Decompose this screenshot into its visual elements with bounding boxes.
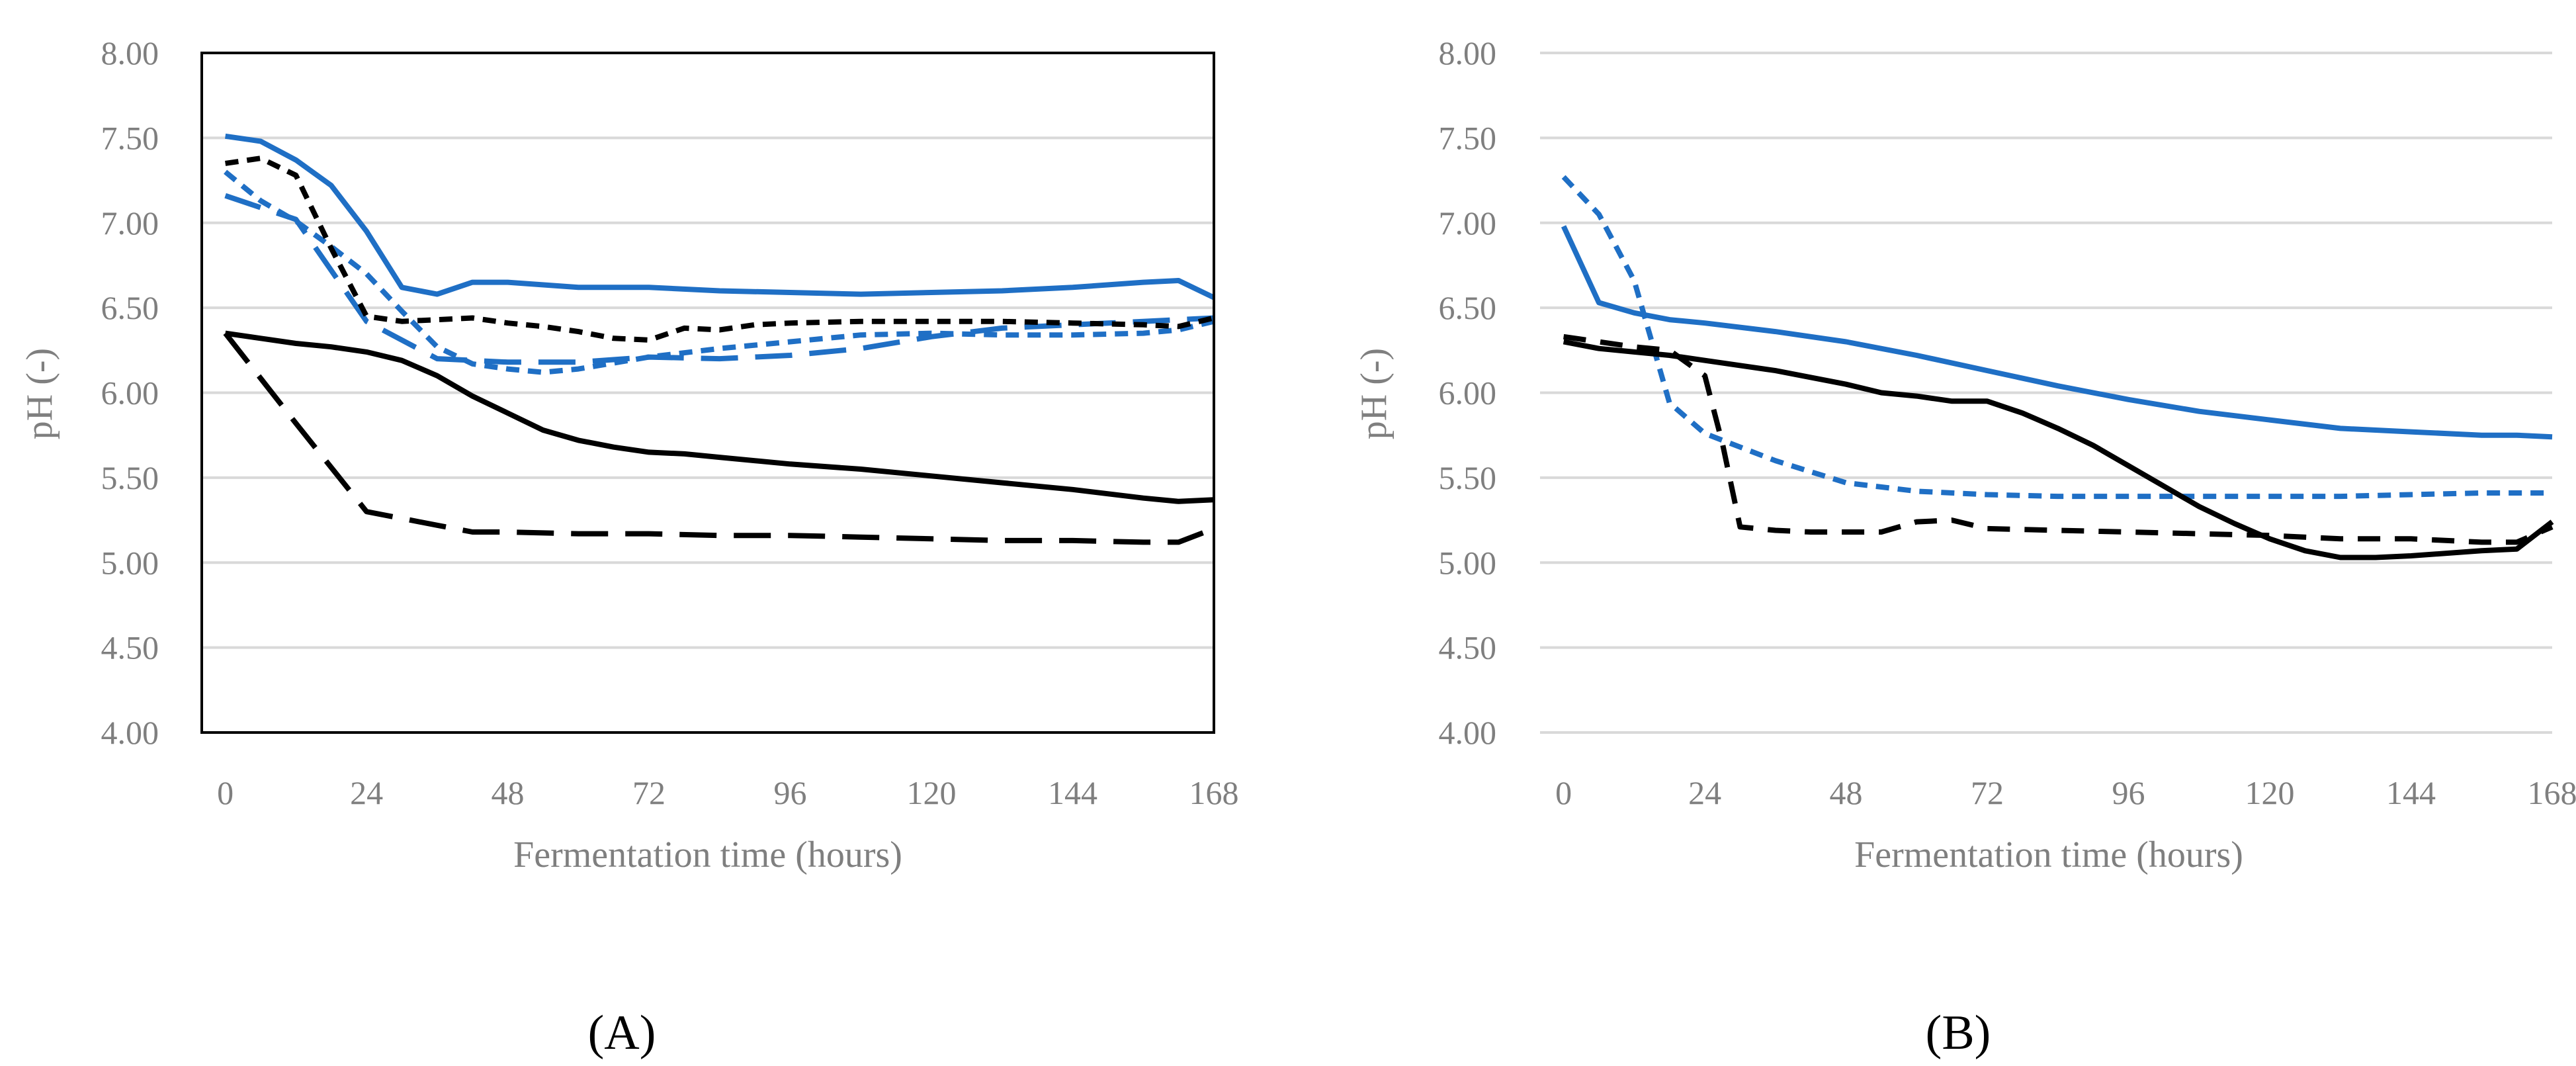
series-line-black-long-dash bbox=[223, 332, 1215, 545]
series-line-blue-short-dash bbox=[1561, 175, 2552, 500]
chart-panel-a: 4.00 4.50 5.00 5.50 6.00 6.50 7.00 7.50 8.00 0 24 4… bbox=[19, 34, 1239, 1060]
x-tick-label: 144 bbox=[1048, 774, 1097, 811]
y-tick-label: 5.50 bbox=[101, 459, 159, 496]
x-axis-title: Fermentation time (hours) bbox=[513, 834, 902, 875]
y-tick-label: 6.50 bbox=[1439, 289, 1497, 326]
chart-panel-b: 4.00 4.50 5.00 5.50 6.00 6.50 7.00 7.50 8.00 0 24 4… bbox=[1353, 34, 2576, 1060]
x-tick-label: 168 bbox=[2528, 774, 2576, 811]
x-tick-label: 96 bbox=[2112, 774, 2145, 811]
x-tick-label: 72 bbox=[1971, 774, 2004, 811]
x-axis-title: Fermentation time (hours) bbox=[1854, 834, 2243, 875]
x-tick-label: 96 bbox=[774, 774, 807, 811]
y-tick-label: 5.00 bbox=[1439, 544, 1497, 581]
series-line-black-short-dash bbox=[225, 155, 1215, 343]
y-tick-label: 5.50 bbox=[1439, 459, 1497, 496]
y-tick-label: 4.00 bbox=[101, 714, 159, 751]
y-tick-label: 6.00 bbox=[101, 375, 159, 412]
x-tick-label: 24 bbox=[350, 774, 383, 811]
series-line-blue-short-dash bbox=[224, 169, 1215, 375]
y-tick-label: 6.50 bbox=[101, 289, 159, 326]
x-tick-label: 120 bbox=[907, 774, 957, 811]
y-axis-title: pH (-) bbox=[1353, 348, 1395, 439]
y-tick-label: 8.00 bbox=[1439, 34, 1497, 71]
x-tick-label: 72 bbox=[632, 774, 665, 811]
y-tick-label: 4.50 bbox=[1439, 629, 1497, 666]
x-tick-label: 48 bbox=[492, 774, 525, 811]
y-tick-label: 7.00 bbox=[1439, 204, 1497, 242]
plot-area-border bbox=[200, 52, 1215, 734]
x-tick-label: 0 bbox=[1555, 774, 1572, 811]
y-axis-title: pH (-) bbox=[19, 348, 60, 439]
series-line-blue-long-dash bbox=[224, 193, 1215, 365]
y-tick-label: 7.50 bbox=[101, 119, 159, 156]
y-tick-label: 7.50 bbox=[1439, 119, 1497, 156]
panel-label: (B) bbox=[1926, 1006, 1991, 1060]
x-tick-label: 144 bbox=[2386, 774, 2436, 811]
series-line-blue-solid bbox=[1561, 225, 2553, 440]
series-line-blue-solid bbox=[225, 133, 1215, 300]
x-tick-label: 120 bbox=[2245, 774, 2295, 811]
panel-label: (A) bbox=[588, 1006, 656, 1060]
x-tick-label: 24 bbox=[1688, 774, 1721, 811]
x-tick-label: 168 bbox=[1189, 774, 1239, 811]
x-tick-label: 48 bbox=[1830, 774, 1863, 811]
y-tick-label: 5.00 bbox=[101, 544, 159, 581]
y-tick-label: 4.50 bbox=[101, 629, 159, 666]
series-line-black-short-dash bbox=[1563, 333, 2554, 545]
series-line-black-solid bbox=[225, 330, 1215, 504]
y-tick-label: 6.00 bbox=[1439, 375, 1497, 412]
y-tick-label: 4.00 bbox=[1439, 714, 1497, 751]
y-tick-label: 8.00 bbox=[101, 34, 159, 71]
series-line-black-solid bbox=[1563, 339, 2554, 560]
y-tick-label: 7.00 bbox=[101, 204, 159, 242]
x-tick-label: 0 bbox=[217, 774, 234, 811]
